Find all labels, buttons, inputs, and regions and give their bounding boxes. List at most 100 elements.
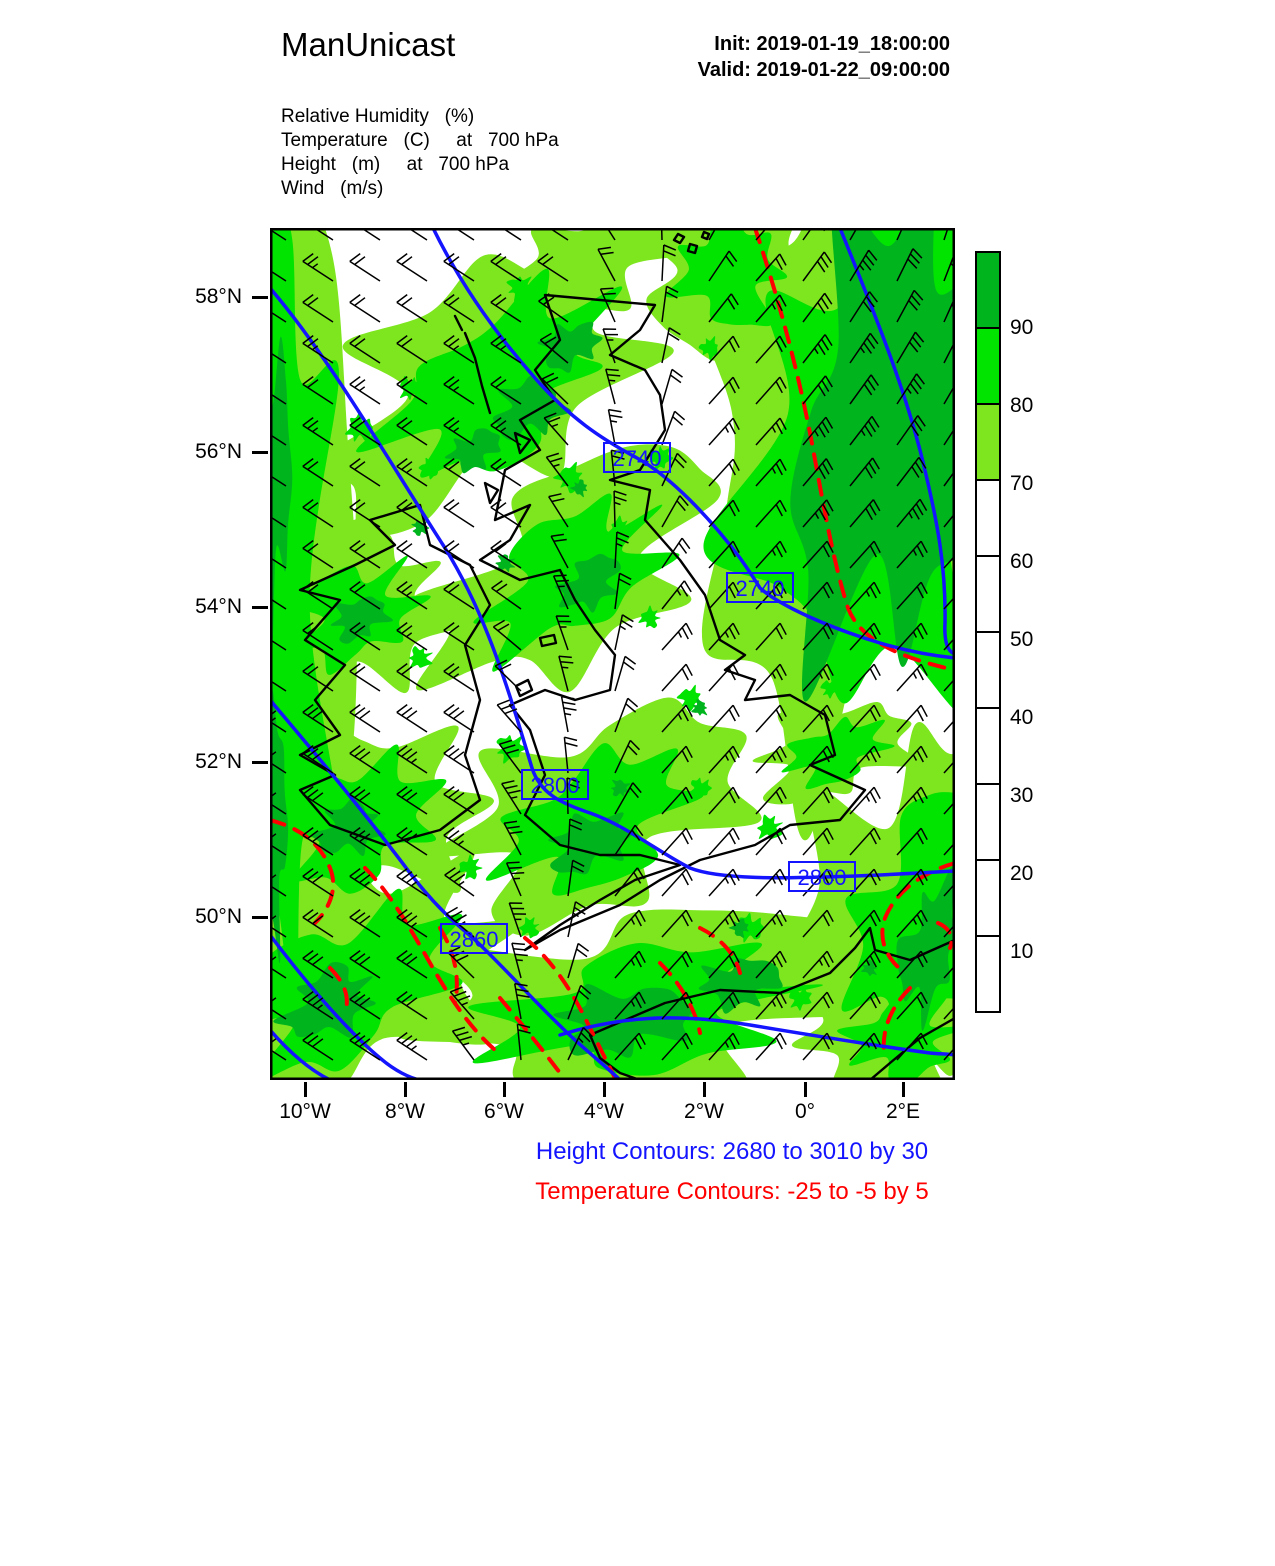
wind-barb — [849, 786, 881, 815]
wind-barb — [552, 574, 569, 610]
wind-barb — [896, 331, 925, 364]
wind-barb — [349, 991, 381, 1020]
wind-barb — [490, 540, 522, 569]
humidity-blob-90 — [270, 690, 289, 963]
wind-barb — [606, 228, 616, 241]
wind-barb — [443, 786, 475, 815]
y-axis-tick — [252, 295, 268, 299]
contour-label-box — [603, 442, 671, 473]
wind-barb — [610, 449, 625, 487]
humidity-blob-90 — [330, 596, 393, 644]
wind-barb — [349, 540, 381, 569]
wind-barb — [490, 458, 522, 487]
wind-barb — [708, 540, 740, 569]
wind-barb — [396, 909, 428, 938]
contour-label-text: 2860 — [450, 927, 499, 952]
wind-barb — [498, 739, 522, 774]
wind-barb — [491, 580, 522, 610]
wind-barb — [503, 820, 523, 856]
wind-barb — [755, 458, 787, 487]
wind-barb — [661, 909, 693, 938]
valid-timestamp: Valid: 2019-01-22_09:00:00 — [697, 59, 950, 81]
wind-barb — [661, 622, 693, 651]
y-axis-tick — [252, 450, 268, 454]
wind-barb — [849, 704, 881, 733]
x-axis-tick — [502, 1082, 506, 1097]
wind-barb — [302, 376, 334, 405]
wind-barb — [349, 335, 381, 364]
contour-label-box — [726, 572, 794, 603]
wind-barb — [661, 827, 693, 856]
wind-barb — [349, 786, 381, 815]
wind-barb — [802, 416, 834, 446]
wind-barb — [849, 540, 881, 569]
wind-barb — [755, 991, 787, 1020]
wind-barb — [755, 909, 787, 938]
colorbar-segment — [975, 327, 1001, 405]
wind-barb — [708, 1032, 740, 1061]
humidity-blob-80 — [820, 677, 839, 699]
x-axis-label: 8°W — [385, 1100, 425, 1123]
wind-barb — [661, 786, 693, 815]
wind-barb — [802, 950, 834, 979]
wind-barb — [548, 493, 569, 528]
wind-barb — [661, 704, 693, 733]
wind-barb — [543, 412, 569, 446]
wind-barb — [505, 861, 525, 897]
wind-barb — [755, 581, 787, 610]
wind-barb — [849, 457, 880, 487]
wind-barb — [302, 745, 334, 774]
height-contour-label: 2740 — [603, 442, 671, 473]
x-axis-label: 4°W — [584, 1100, 624, 1123]
colorbar-segment — [975, 403, 1001, 481]
wind-barb — [943, 800, 955, 815]
colorbar-label: 30 — [1010, 784, 1034, 807]
map-frame — [270, 228, 955, 1080]
wind-barb — [302, 499, 334, 528]
contour-label-box — [788, 861, 856, 892]
wind-barb — [443, 663, 475, 692]
wind-barb — [396, 581, 428, 610]
wind-barb — [445, 906, 475, 938]
wind-barb — [349, 294, 381, 323]
wind-barb — [563, 736, 578, 774]
wind-barb — [708, 335, 740, 364]
wind-barb — [566, 777, 580, 815]
wind-barb — [599, 287, 616, 323]
height-contour-2920 — [270, 1028, 332, 1080]
wind-barb — [302, 294, 334, 323]
wind-barb — [490, 499, 522, 528]
wind-barb — [496, 699, 522, 733]
wind-barb — [614, 950, 646, 979]
wind-barb — [896, 909, 928, 938]
colorbar-label: 80 — [1010, 394, 1034, 417]
colorbar — [975, 251, 1001, 1013]
wind-barb — [661, 327, 681, 364]
wind-barb — [943, 1005, 955, 1020]
wind-barb — [349, 745, 381, 774]
x-axis-tick — [303, 1082, 307, 1097]
wind-barb — [708, 704, 740, 733]
colorbar-segment — [975, 631, 1001, 709]
wind-barb — [896, 868, 928, 897]
coastline-outer-hebrides — [463, 331, 492, 415]
humidity-blob-90 — [861, 959, 878, 977]
temperature-contour — [498, 996, 562, 1075]
wind-barb — [614, 867, 645, 897]
wind-barb — [449, 986, 475, 1020]
wind-barb — [896, 704, 928, 733]
caption-height-contours: Height Contours: 2680 to 3010 by 30 — [535, 1138, 929, 1165]
wind-barb — [708, 622, 740, 651]
wind-barb — [661, 495, 689, 528]
wind-barb — [802, 251, 833, 282]
wind-barb — [396, 335, 428, 364]
variable-label-rh: Relative Humidity (%) — [281, 106, 475, 127]
wind-barb — [802, 827, 834, 856]
wind-barb — [614, 1032, 646, 1061]
wind-barb — [349, 950, 381, 979]
humidity-blob-90 — [495, 554, 516, 573]
wind-barb — [349, 909, 381, 938]
wind-barb — [943, 923, 955, 938]
wind-barb — [802, 540, 834, 569]
wind-barb — [943, 339, 955, 364]
